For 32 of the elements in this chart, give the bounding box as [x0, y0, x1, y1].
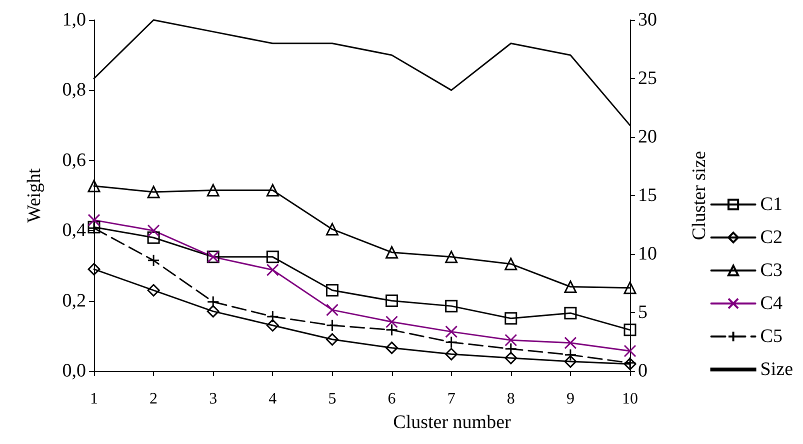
y-axis-title: Weight [24, 168, 45, 223]
x-axis-title: Cluster number [393, 412, 512, 433]
x-tick-label: 7 [447, 390, 456, 408]
x-tick-label: 4 [268, 390, 277, 408]
y-tick-label: 0,0 [62, 360, 86, 382]
legend-label: Size [760, 359, 794, 380]
x-tick-label: 2 [150, 390, 158, 408]
x-tick-label: 6 [388, 390, 396, 408]
x-tick-label: 8 [506, 390, 515, 408]
y2-tick-label: 20 [638, 126, 657, 148]
y2-tick-label: 15 [638, 185, 657, 206]
y-tick-label: 1,0 [62, 10, 86, 30]
legend-label: C2 [760, 227, 782, 248]
legend-label: C5 [760, 326, 782, 347]
y2-tick-label: 10 [638, 244, 657, 264]
x-tick-label: 5 [328, 390, 336, 408]
y-tick-label: 0,4 [62, 220, 86, 242]
y-tick-label: 0,8 [62, 80, 86, 101]
legend-label: C4 [760, 293, 783, 314]
x-tick-label: 3 [209, 390, 218, 408]
legend-label: C3 [760, 260, 782, 281]
y2-axis-title: Cluster size [689, 150, 710, 240]
y2-tick-label: 25 [638, 68, 657, 89]
y2-tick-label: 30 [638, 10, 657, 30]
legend-label: C1 [760, 194, 782, 215]
x-tick-label: 10 [622, 390, 638, 408]
x-tick-label: 1 [90, 390, 98, 408]
y-tick-label: 0,6 [62, 150, 86, 171]
y2-tick-label: 5 [638, 302, 648, 323]
y2-tick-label: 0 [638, 360, 648, 382]
y-tick-label: 0,2 [62, 290, 86, 312]
x-tick-label: 9 [566, 390, 574, 408]
